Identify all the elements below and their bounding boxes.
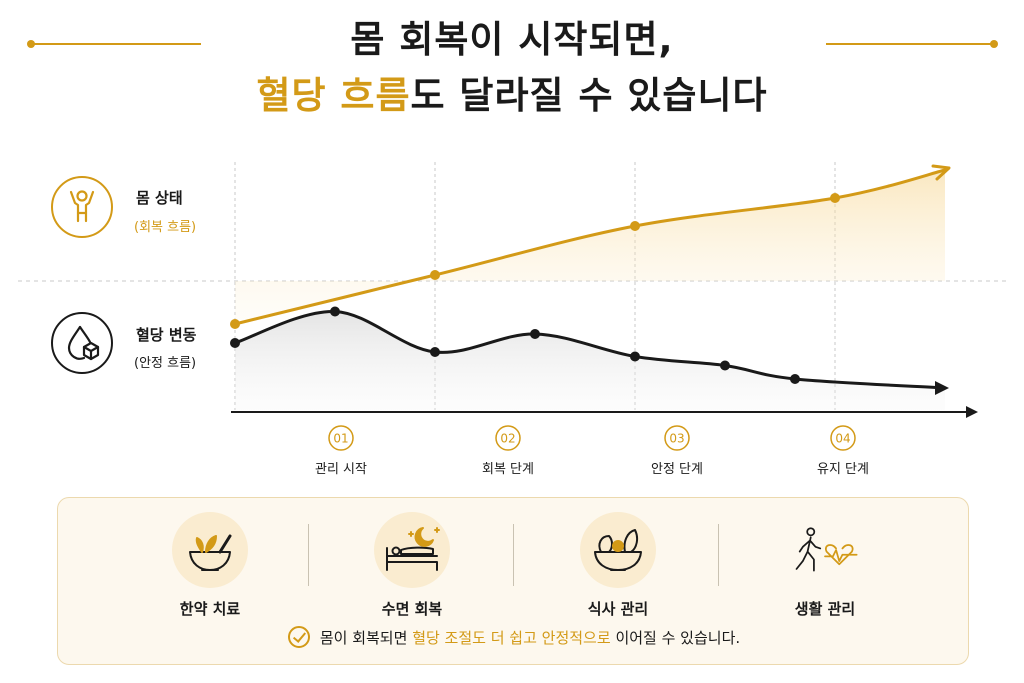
walking-heartbeat-icon xyxy=(787,512,863,588)
chart-area: 01 관리 시작 02 회복 단계 03 안정 단계 04 유지 단계 xyxy=(18,162,1006,477)
herbal-bowl-icon xyxy=(172,512,248,588)
sugar-series-area xyxy=(235,311,945,410)
sugar-series-point xyxy=(330,306,340,317)
note-prefix: 몸이 회복되면 xyxy=(319,629,413,647)
method-divider xyxy=(718,524,719,586)
legend-body-sub: (회복 흐름) xyxy=(134,220,197,235)
sugar-series-point xyxy=(530,329,540,339)
method-lifestyle: 생활 관리 xyxy=(750,512,900,619)
blood-drop-sugar-cube-icon xyxy=(51,312,113,374)
check-circle-icon xyxy=(287,625,310,648)
summary-note: 몸이 회복되면 혈당 조절도 더 쉽고 안정적으로 이어질 수 있습니다. xyxy=(58,625,970,650)
method-lifestyle-label: 생활 관리 xyxy=(794,600,856,618)
sugar-series-point xyxy=(430,347,440,357)
body-series-point xyxy=(230,319,240,329)
note-accent: 혈당 조절도 더 쉽고 안정적으로 xyxy=(412,629,611,647)
header-rule-left xyxy=(27,40,201,48)
legend-sugar-sub: (안정 흐름) xyxy=(134,356,197,371)
body-series-point xyxy=(630,221,640,231)
method-sleep: 수면 회복 xyxy=(337,512,487,619)
sleep-bed-icon xyxy=(374,512,450,588)
body-series-line xyxy=(233,168,947,326)
legend-sugar-label: 혈당 변동 xyxy=(136,326,197,344)
stage-label: 유지 단계 xyxy=(817,462,869,477)
method-herbal-label: 한약 치료 xyxy=(179,600,241,618)
note-suffix: 이어질 수 있습니다. xyxy=(610,629,741,647)
series-areas xyxy=(235,170,945,410)
stage-number-badge xyxy=(664,425,690,451)
stage-number-badge xyxy=(328,425,354,451)
stage-number-badge xyxy=(495,425,521,451)
body-series-point xyxy=(430,270,440,280)
page-title-accent: 혈당 흐름 xyxy=(256,74,411,117)
sugar-series-point xyxy=(630,351,640,362)
page-title-line1: 몸 회복이 시작되면, xyxy=(350,18,674,61)
page-title-rest: 도 달라질 수 있습니다 xyxy=(410,74,768,117)
stage-number: 01 xyxy=(333,432,348,446)
page-title-line2: 혈당 흐름도 달라질 수 있습니다 xyxy=(0,74,1024,118)
person-arms-up-icon xyxy=(51,176,113,238)
stage-number: 02 xyxy=(500,432,515,446)
stage-labels: 01 관리 시작 02 회복 단계 03 안정 단계 04 유지 단계 xyxy=(315,425,869,477)
method-divider xyxy=(308,524,309,586)
stage-label: 회복 단계 xyxy=(482,462,534,477)
sugar-series-point xyxy=(720,360,730,371)
series-markers xyxy=(230,193,840,384)
method-diet: 식사 관리 xyxy=(543,512,693,619)
body-series-area xyxy=(235,170,945,324)
method-herbal: 한약 치료 xyxy=(135,512,285,619)
sugar-series-point xyxy=(790,374,800,384)
body-series-arrowhead xyxy=(931,164,951,181)
sugar-series-arrowhead xyxy=(935,381,949,395)
stage-label: 안정 단계 xyxy=(651,462,703,477)
methods-panel: 한약 치료 수면 회복 식사 관리 xyxy=(57,497,969,665)
body-series-point xyxy=(830,193,840,203)
sugar-series-point xyxy=(230,338,240,348)
method-divider xyxy=(513,524,514,586)
stage-number-badge xyxy=(830,425,856,451)
method-sleep-label: 수면 회복 xyxy=(381,600,443,618)
stage-label: 관리 시작 xyxy=(315,462,367,477)
stage-number: 04 xyxy=(835,432,850,446)
stage-number: 03 xyxy=(669,432,684,446)
salad-bowl-icon xyxy=(580,512,656,588)
header-rule-right xyxy=(826,40,998,48)
method-diet-label: 식사 관리 xyxy=(587,600,649,618)
legend-body-label: 몸 상태 xyxy=(136,189,183,207)
x-axis-arrow xyxy=(966,406,978,418)
